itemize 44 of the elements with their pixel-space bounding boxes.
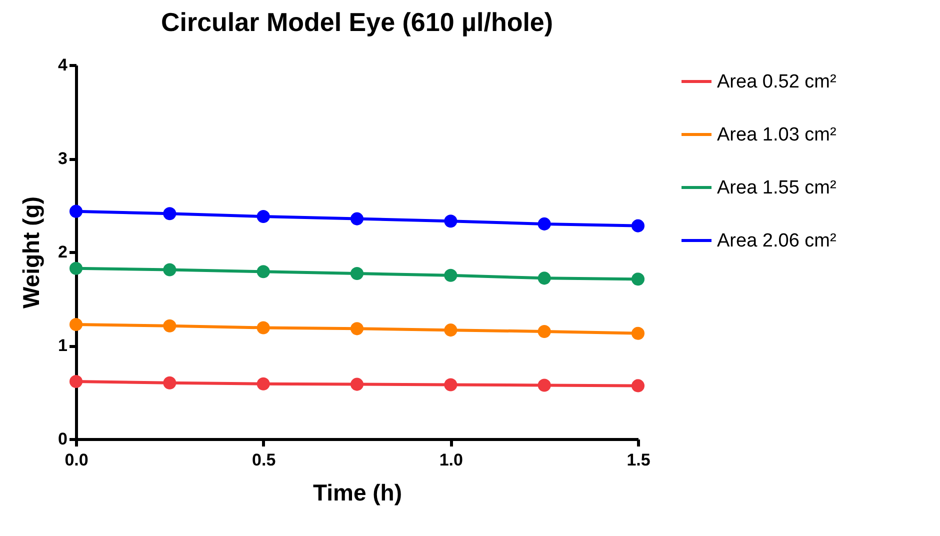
y-tick-label: 1 xyxy=(58,336,68,355)
point xyxy=(444,324,458,337)
legend-label: Area 1.03 cm² xyxy=(717,124,836,146)
point xyxy=(631,326,645,340)
point xyxy=(69,262,83,275)
legend-label: Area 1.55 cm² xyxy=(717,178,836,198)
point xyxy=(69,374,83,388)
y-tick-label: 0 xyxy=(58,430,68,448)
y-tick-label: 4 xyxy=(58,56,68,74)
x-tick-label: 1.0 xyxy=(439,450,463,470)
legend-label: Area 2.06 cm² xyxy=(717,230,836,252)
point xyxy=(631,379,645,392)
point xyxy=(163,207,176,220)
chart-title: Circular Model Eye (610 µl/hole) xyxy=(160,7,554,37)
point xyxy=(538,378,551,392)
point xyxy=(631,272,645,286)
point xyxy=(163,263,176,276)
point xyxy=(350,212,364,226)
legend-label: Area 0.52 cm² xyxy=(717,72,836,92)
point xyxy=(69,318,83,331)
y-axis-title: Weight (g) xyxy=(18,196,44,308)
point xyxy=(350,322,364,336)
point xyxy=(350,378,364,391)
point xyxy=(256,377,270,390)
y-tick-label: 2 xyxy=(58,242,68,262)
x-axis-title: Time (h) xyxy=(312,480,402,506)
point xyxy=(538,324,551,338)
x-tick-label: 0.5 xyxy=(252,450,276,470)
point xyxy=(256,321,270,334)
point xyxy=(444,214,458,228)
point xyxy=(444,378,458,392)
y-tick-label: 3 xyxy=(58,149,68,168)
point xyxy=(444,268,458,282)
point xyxy=(256,265,270,278)
point xyxy=(631,219,645,232)
point xyxy=(350,267,364,280)
point xyxy=(163,376,176,390)
x-tick-label: 1.5 xyxy=(626,450,650,470)
point xyxy=(163,319,176,332)
point xyxy=(538,217,551,230)
point xyxy=(69,204,83,218)
point xyxy=(256,210,270,223)
x-tick-label: 0.0 xyxy=(64,450,88,470)
point xyxy=(538,272,551,285)
